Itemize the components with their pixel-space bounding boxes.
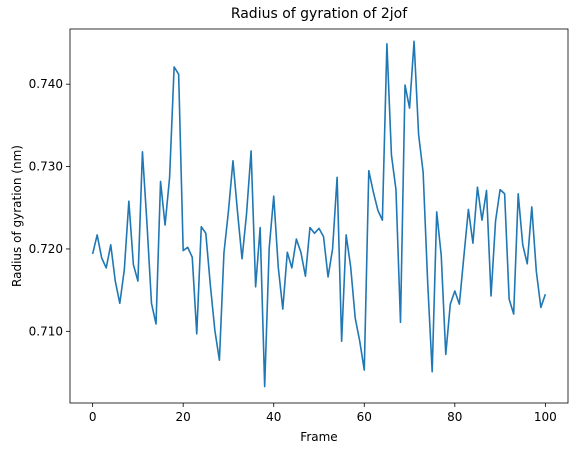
chart-title: Radius of gyration of 2jof — [231, 6, 408, 22]
x-tick-label: 40 — [266, 410, 281, 424]
x-tick-label: 0 — [89, 410, 97, 424]
x-tick-label: 100 — [534, 410, 557, 424]
y-axis-ticks: 0.710 0.720 0.730 0.740 — [29, 77, 70, 338]
axes-frame — [70, 29, 568, 403]
x-axis-label: Frame — [300, 430, 337, 444]
x-axis-ticks: 0 20 40 60 80 100 — [89, 403, 557, 424]
series-line — [93, 41, 546, 386]
y-axis-label: Radius of gyration (nm) — [10, 145, 24, 287]
x-tick-label: 20 — [176, 410, 191, 424]
x-tick-label: 60 — [357, 410, 372, 424]
y-tick-label: 0.730 — [29, 160, 63, 174]
plot-area — [70, 29, 568, 403]
y-tick-label: 0.710 — [29, 324, 63, 338]
x-tick-label: 80 — [447, 410, 462, 424]
y-tick-label: 0.740 — [29, 77, 63, 91]
y-tick-label: 0.720 — [29, 242, 63, 256]
